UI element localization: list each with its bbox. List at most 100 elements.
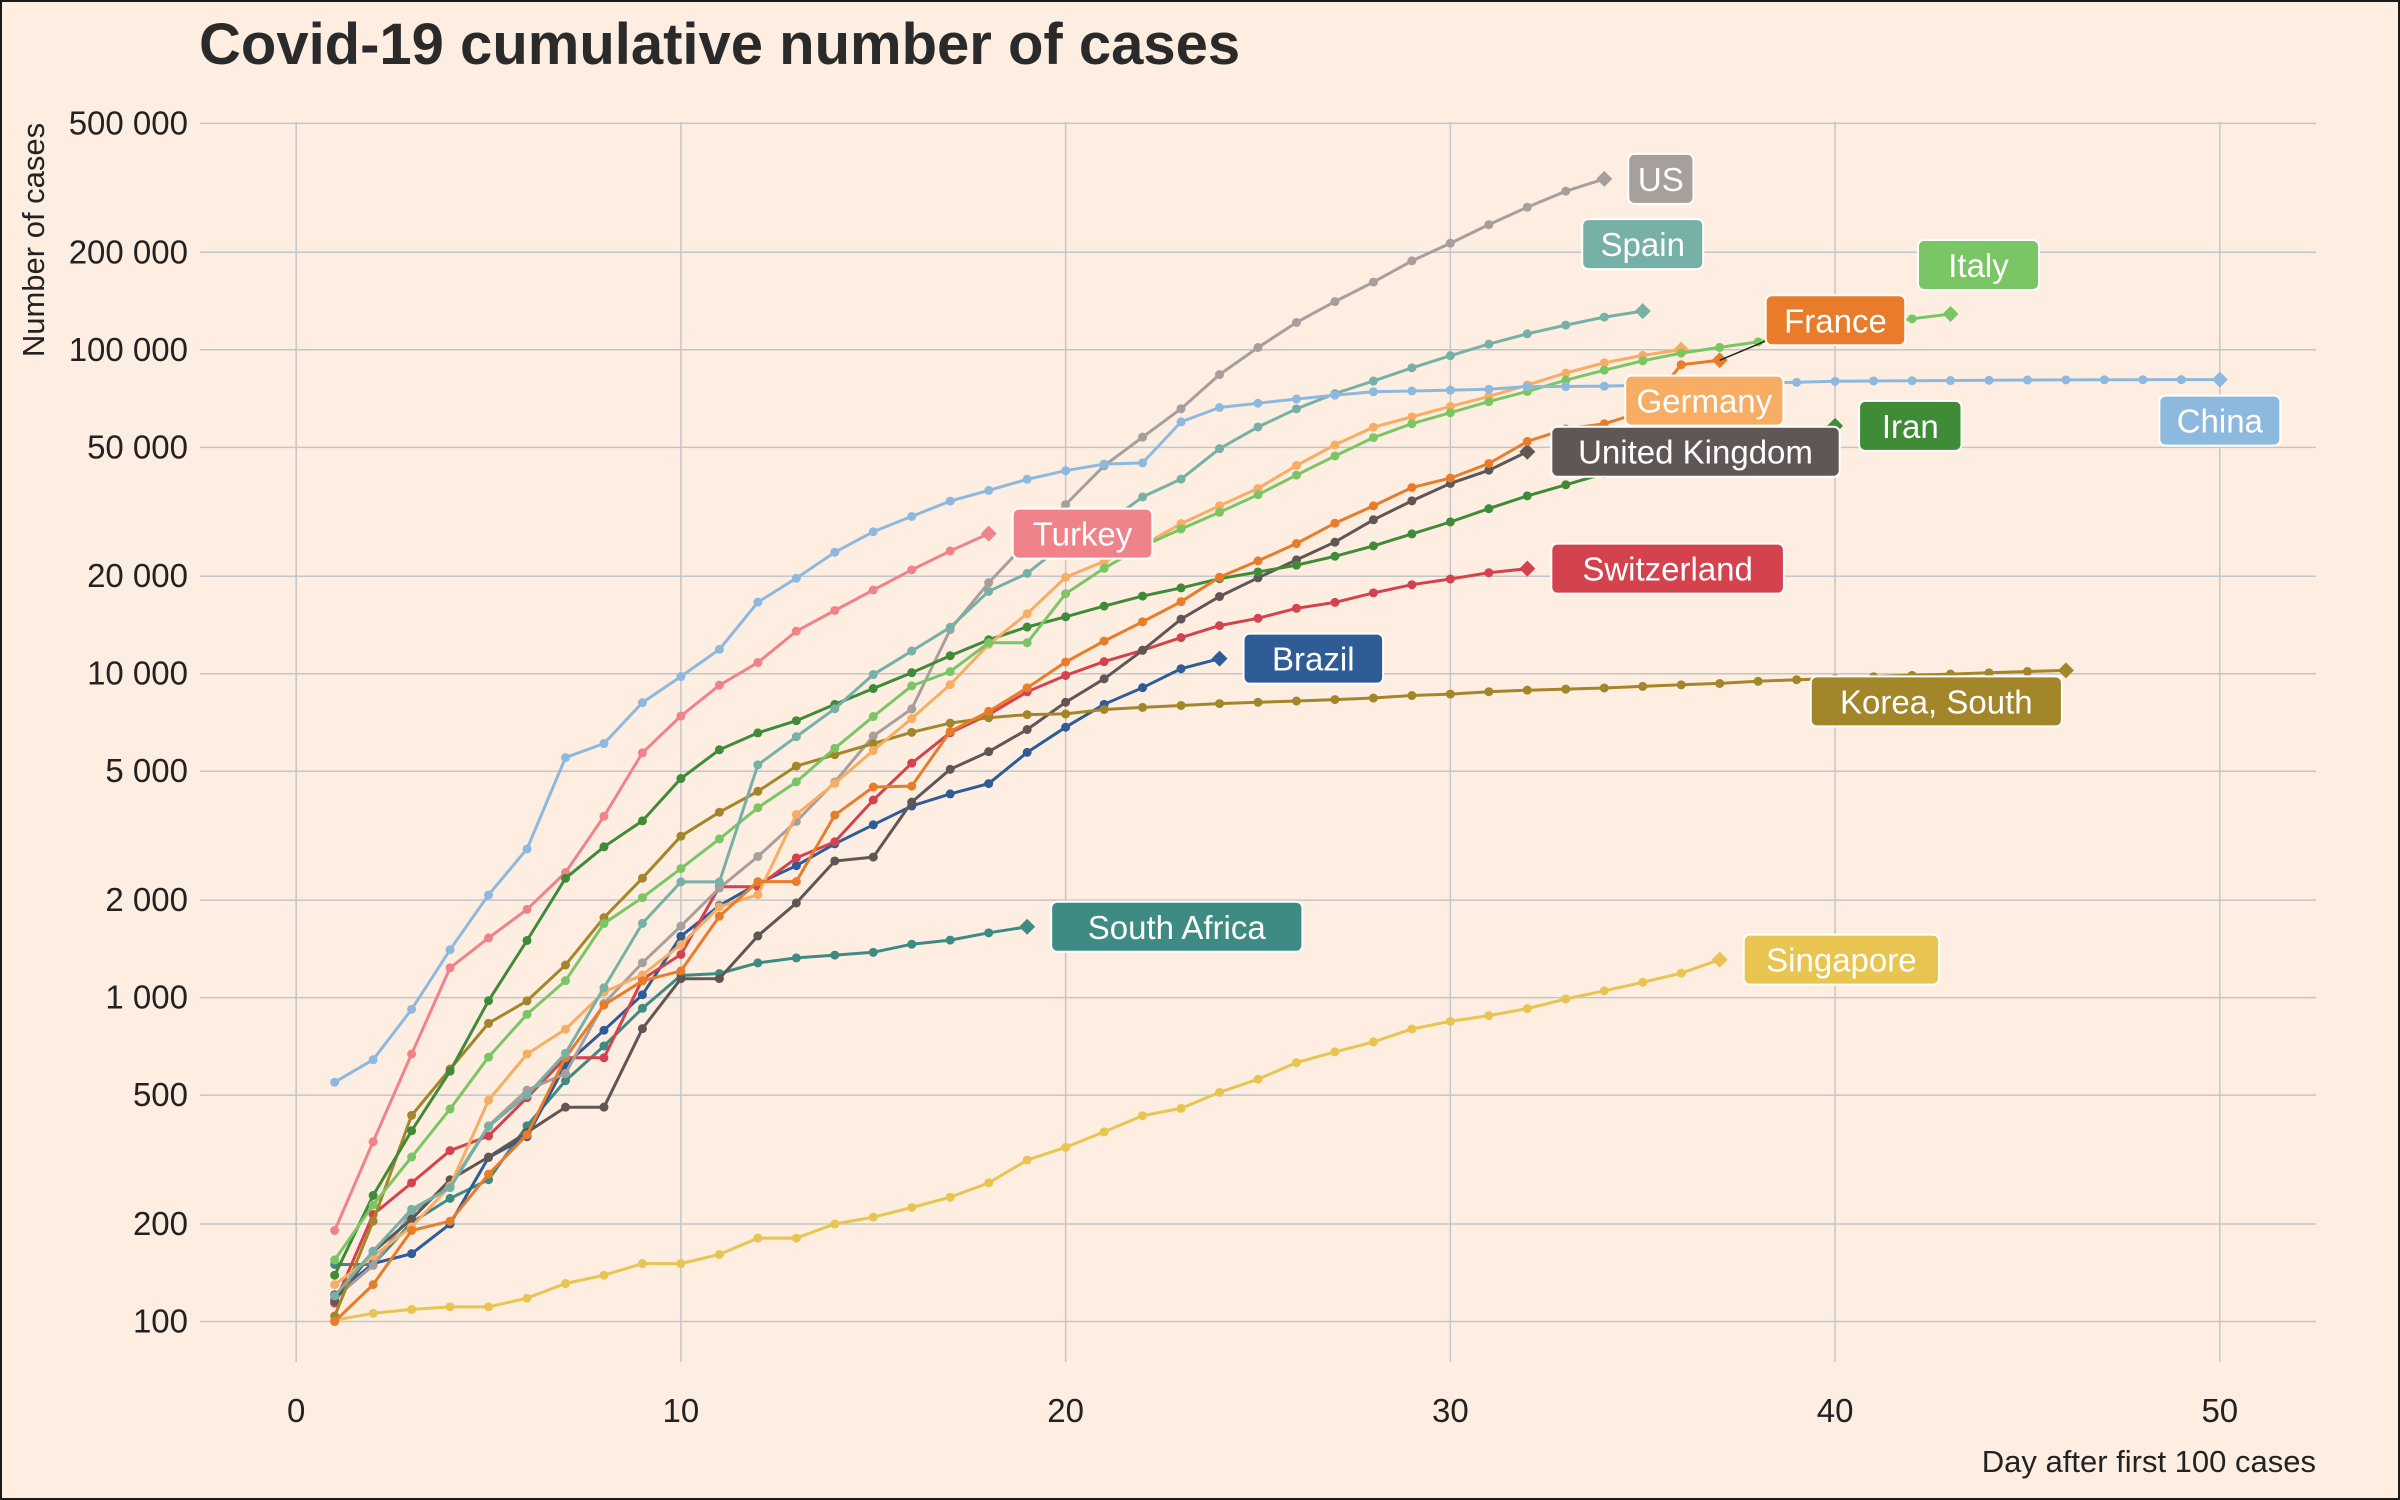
data-point bbox=[945, 546, 955, 556]
data-point bbox=[1676, 680, 1686, 690]
series-label-united-kingdom: United Kingdom bbox=[1550, 425, 1841, 478]
data-point bbox=[330, 1317, 340, 1327]
data-point bbox=[1253, 483, 1263, 493]
data-point bbox=[984, 747, 994, 757]
data-point bbox=[1061, 657, 1071, 667]
end-point-marker bbox=[980, 525, 997, 542]
data-point bbox=[1215, 370, 1225, 380]
data-point bbox=[1561, 480, 1571, 490]
data-point bbox=[753, 852, 763, 862]
data-point bbox=[945, 667, 955, 677]
data-point bbox=[1407, 412, 1417, 422]
label-box bbox=[1627, 152, 1695, 205]
data-point bbox=[1291, 317, 1301, 327]
data-point bbox=[945, 726, 955, 736]
data-point bbox=[753, 877, 763, 887]
data-point bbox=[1869, 376, 1879, 386]
data-point bbox=[1215, 699, 1225, 709]
data-point bbox=[407, 1152, 417, 1162]
data-point bbox=[714, 1250, 724, 1260]
end-point-marker bbox=[1711, 951, 1728, 968]
data-point bbox=[1599, 358, 1609, 368]
data-point bbox=[1445, 574, 1455, 584]
data-point bbox=[1253, 556, 1263, 566]
data-point bbox=[676, 974, 686, 984]
data-point bbox=[868, 731, 878, 741]
data-point bbox=[791, 853, 801, 863]
data-point bbox=[1330, 1047, 1340, 1057]
data-point bbox=[1561, 375, 1571, 385]
end-point-marker bbox=[1596, 170, 1613, 187]
data-point bbox=[560, 960, 570, 970]
series-label-spain: Spain bbox=[1581, 218, 1705, 271]
series-line bbox=[333, 309, 1643, 1297]
data-point bbox=[676, 1259, 686, 1269]
data-point bbox=[907, 511, 917, 521]
data-point bbox=[1368, 387, 1378, 397]
data-point bbox=[1138, 645, 1148, 655]
data-point bbox=[714, 680, 724, 690]
data-point bbox=[560, 976, 570, 986]
data-point bbox=[445, 945, 455, 955]
data-point bbox=[1484, 687, 1494, 697]
data-point bbox=[1407, 529, 1417, 539]
data-point bbox=[714, 902, 724, 912]
data-point bbox=[1368, 693, 1378, 703]
data-point bbox=[945, 935, 955, 945]
data-point bbox=[368, 1055, 378, 1065]
data-point bbox=[1368, 1037, 1378, 1047]
data-point bbox=[714, 974, 724, 984]
label-box bbox=[1242, 632, 1385, 685]
data-point bbox=[522, 996, 532, 1006]
y-tick-label: 10 000 bbox=[87, 655, 188, 692]
end-point-marker bbox=[1211, 650, 1228, 667]
data-point bbox=[945, 764, 955, 774]
data-point bbox=[407, 1304, 417, 1314]
data-point bbox=[1176, 597, 1186, 607]
data-point bbox=[984, 638, 994, 648]
series-labels: Singapore South Africa Brazil Switzerland Tu… bbox=[1011, 152, 2282, 986]
data-point bbox=[1561, 320, 1571, 330]
data-point bbox=[522, 1293, 532, 1303]
data-point bbox=[1215, 507, 1225, 517]
data-point bbox=[984, 706, 994, 716]
data-point bbox=[1638, 977, 1648, 987]
data-point bbox=[599, 739, 609, 749]
data-point bbox=[945, 496, 955, 506]
label-text: Spain bbox=[1601, 226, 1685, 263]
data-point bbox=[1291, 696, 1301, 706]
y-tick-label: 500 bbox=[133, 1076, 188, 1113]
data-point bbox=[1253, 697, 1263, 707]
x-axis-label: Day after first 100 cases bbox=[1982, 1444, 2316, 1479]
data-point bbox=[1330, 440, 1340, 450]
data-point bbox=[791, 626, 801, 636]
data-point bbox=[1099, 704, 1109, 714]
data-point bbox=[1407, 419, 1417, 429]
data-point bbox=[1484, 465, 1494, 475]
data-point bbox=[1022, 622, 1032, 632]
data-point bbox=[1099, 601, 1109, 611]
label-box bbox=[1550, 542, 1785, 595]
data-point bbox=[522, 844, 532, 854]
data-point bbox=[1522, 382, 1532, 392]
data-point bbox=[1522, 202, 1532, 212]
data-point bbox=[1984, 375, 1994, 385]
data-point bbox=[407, 1178, 417, 1188]
data-point bbox=[1022, 747, 1032, 757]
series-line bbox=[334, 958, 1721, 1322]
data-point bbox=[714, 745, 724, 755]
series-label-us: US bbox=[1627, 152, 1695, 205]
series-turkey bbox=[330, 525, 997, 1236]
data-point bbox=[676, 711, 686, 721]
data-point bbox=[1484, 397, 1494, 407]
data-point bbox=[407, 1126, 417, 1136]
data-point bbox=[1368, 541, 1378, 551]
series-line bbox=[333, 378, 2220, 1084]
data-point bbox=[868, 670, 878, 680]
series-line bbox=[333, 358, 1720, 1323]
data-point bbox=[791, 732, 801, 742]
label-text: Korea, South bbox=[1840, 683, 2033, 720]
data-point bbox=[2176, 375, 2186, 385]
data-point bbox=[1753, 676, 1763, 686]
